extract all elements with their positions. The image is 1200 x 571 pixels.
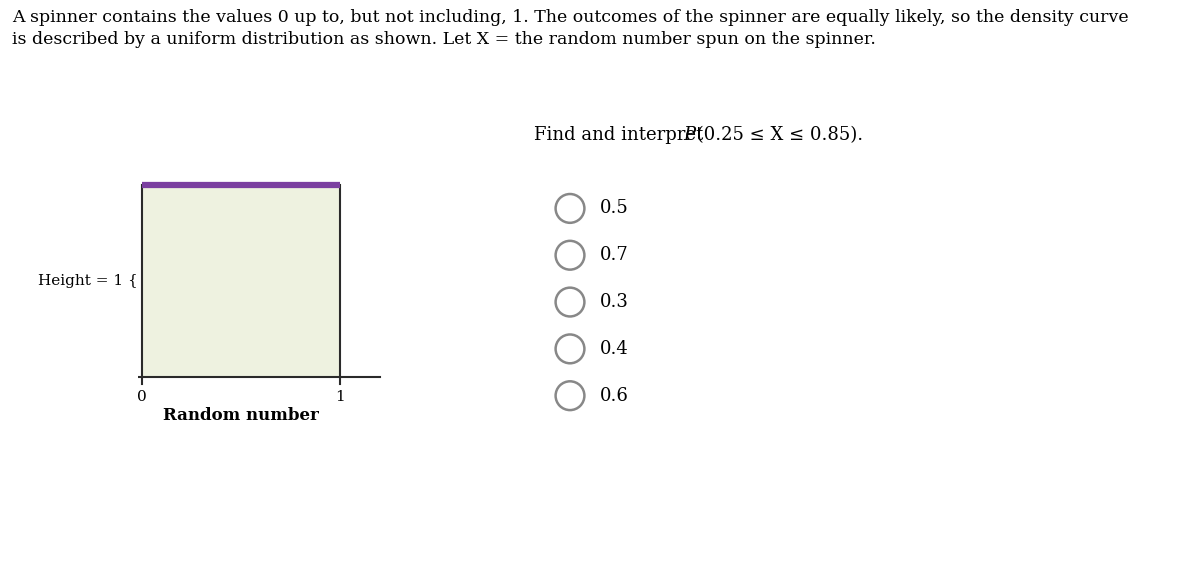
Text: A spinner contains the values 0 up to, but not including, 1. The outcomes of the: A spinner contains the values 0 up to, b…	[12, 9, 1129, 26]
Text: 0.7: 0.7	[600, 246, 629, 264]
Text: 1: 1	[336, 390, 346, 404]
Text: is described by a uniform distribution as shown. Let X = the random number spun : is described by a uniform distribution a…	[12, 31, 876, 49]
Text: Height = 1 {: Height = 1 {	[38, 274, 138, 288]
Text: 0.4: 0.4	[600, 340, 629, 358]
Text: Find and interpret: Find and interpret	[534, 126, 709, 144]
Bar	[142, 185, 341, 377]
Text: 0.5: 0.5	[600, 199, 629, 218]
Text: 0.6: 0.6	[600, 387, 629, 405]
Text: (0.25 ≤ X ≤ 0.85).: (0.25 ≤ X ≤ 0.85).	[691, 126, 863, 144]
Text: 0.3: 0.3	[600, 293, 629, 311]
Text: P: P	[683, 126, 695, 144]
Text: Random number: Random number	[163, 407, 319, 424]
Text: 0: 0	[137, 390, 146, 404]
